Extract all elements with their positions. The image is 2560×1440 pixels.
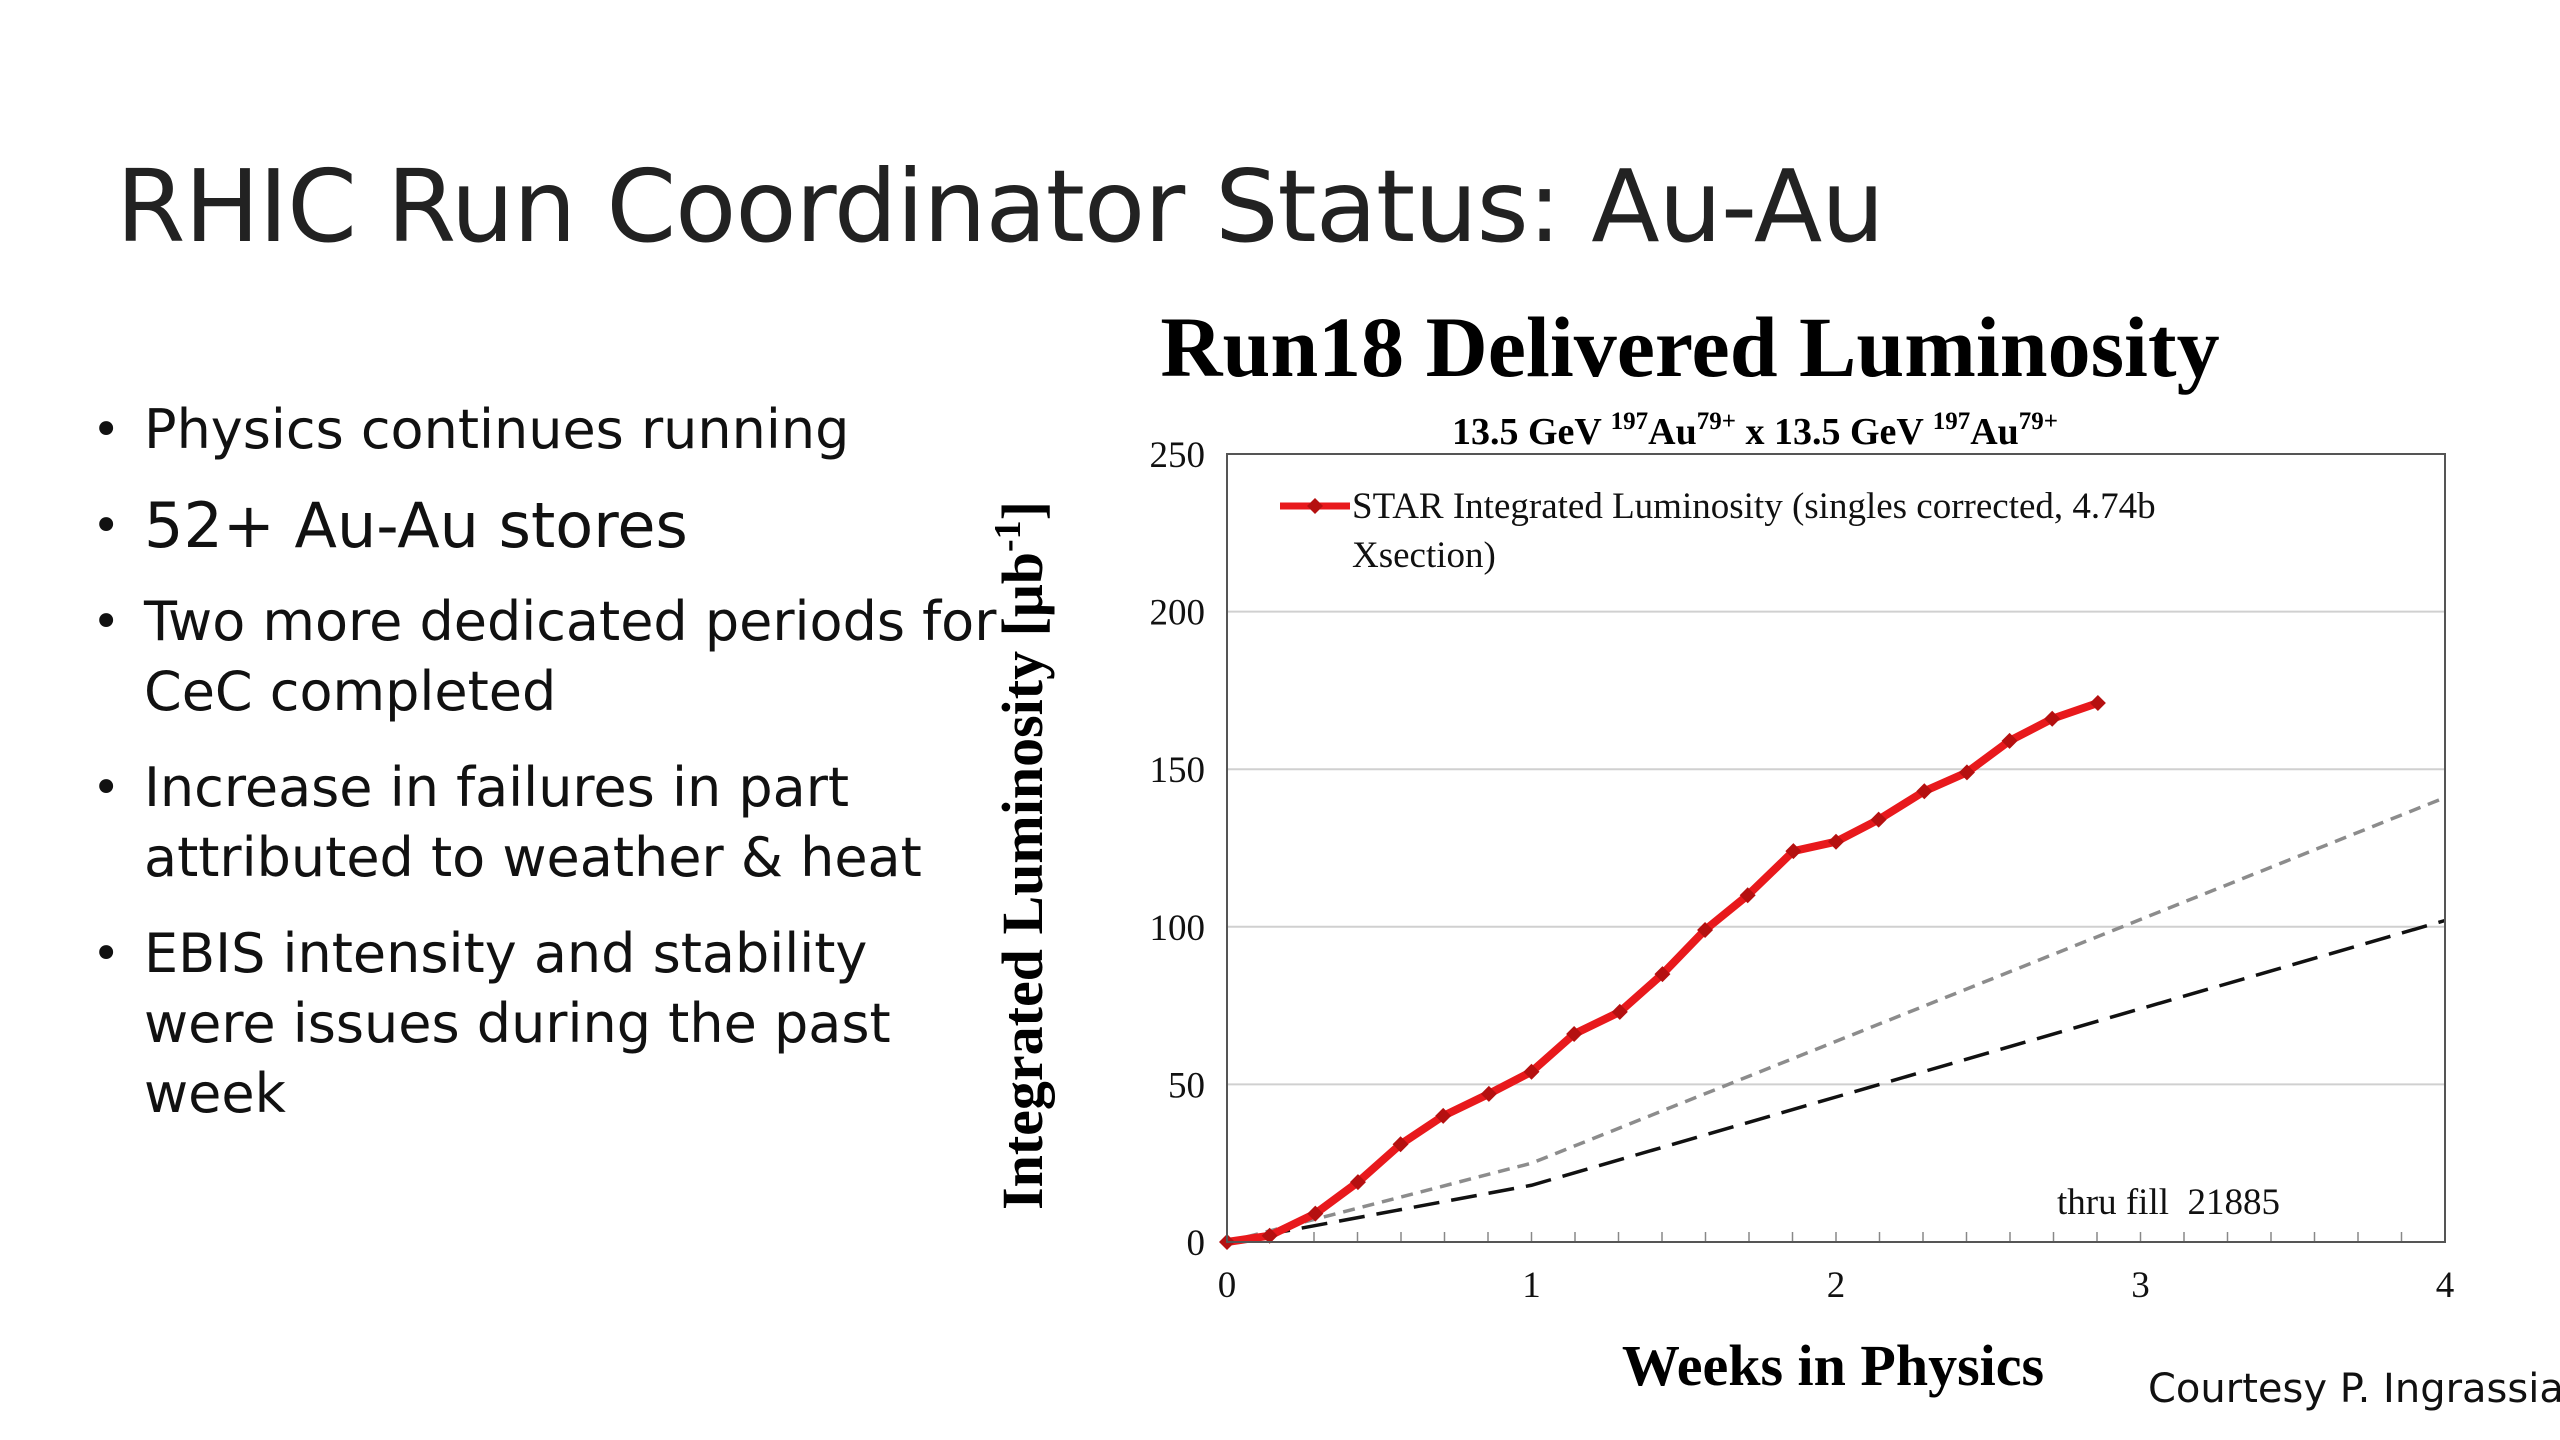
- subtitle-element-1: Au: [1648, 411, 1697, 453]
- bullet-icon: •: [92, 760, 121, 816]
- bullet-item: • Increase in failures in part attributed…: [92, 753, 1012, 893]
- x-tick-label: 0: [1218, 1265, 1237, 1306]
- subtitle-energy-1: 13.5 GeV: [1452, 411, 1611, 453]
- bullet-list: • Physics continues running • 52+ Au-Au st…: [92, 395, 1012, 1155]
- subtitle-energy-2: 13.5 GeV: [1774, 411, 1933, 453]
- y-axis-label-text: Integrated Luminosity [μb: [990, 552, 1055, 1210]
- subtitle-charge-2: 79+: [2019, 408, 2058, 435]
- chart-legend: STAR Integrated Luminosity (singles corr…: [1280, 486, 2165, 576]
- data-point-marker: [1697, 921, 1714, 938]
- data-point-marker: [1435, 1107, 1452, 1124]
- data-point-marker: [1654, 966, 1671, 983]
- chart-annotation: thru fill 21885: [2057, 1182, 2280, 1223]
- y-axis-label-close: ]: [990, 501, 1055, 520]
- subtitle-mass-2: 197: [1933, 408, 1971, 435]
- data-point-marker: [1480, 1085, 1497, 1102]
- bullet-icon: •: [92, 926, 121, 982]
- x-tick-label: 4: [2436, 1265, 2455, 1306]
- x-tick-label: 2: [1827, 1265, 1846, 1306]
- y-tick-label: 200: [1150, 593, 1206, 634]
- legend-label: STAR Integrated Luminosity (singles corr…: [1352, 486, 2165, 576]
- subtitle-charge-1: 79+: [1697, 408, 1736, 435]
- data-point-marker: [1828, 833, 1844, 850]
- bullet-item: • EBIS intensity and stability were issue…: [92, 919, 1012, 1129]
- legend-marker-swatch: [1307, 498, 1323, 514]
- data-point-marker: [2089, 695, 2106, 712]
- bullet-text: Two more dedicated periods for CeC compl…: [144, 590, 997, 723]
- tick-labels: 0 50 100 150 200 250 0 1 2 3 4: [1150, 435, 2455, 1306]
- data-point-marker: [2001, 732, 2018, 749]
- series-line-black-dashed: [1226, 918, 2446, 1244]
- credit-text: Courtesy P. Ingrassia: [2148, 1366, 2560, 1412]
- bullet-icon: •: [92, 594, 121, 650]
- x-tick-label: 1: [1522, 1265, 1541, 1306]
- y-axis-label: Integrated Luminosity [μb-1]: [990, 501, 1055, 1210]
- data-point-marker: [1958, 764, 1975, 781]
- grid-lines: [1227, 610, 2445, 1242]
- legend-label-line-1: STAR Integrated Luminosity (singles corr…: [1352, 486, 2156, 527]
- y-tick-label: 50: [1168, 1065, 1205, 1106]
- data-point-marker: [1261, 1227, 1278, 1244]
- x-axis-label: Weeks in Physics: [1622, 1333, 2044, 1398]
- plot-area: [1226, 453, 2446, 1243]
- data-point-marker: [1523, 1063, 1540, 1080]
- y-tick-label: 100: [1150, 908, 1206, 949]
- x-tick-label: 3: [2131, 1265, 2150, 1306]
- bullet-item: • 52+ Au-Au stores: [92, 491, 1012, 561]
- chart-title: Run18 Delivered Luminosity: [1160, 300, 2219, 395]
- data-point-marker: [1566, 1025, 1583, 1042]
- y-tick-label: 0: [1187, 1223, 1206, 1264]
- data-point-marker: [1392, 1136, 1409, 1153]
- legend-label-line-2: Xsection): [1352, 535, 1496, 576]
- subtitle-mass-1: 197: [1611, 408, 1649, 435]
- bullet-item: • Physics continues running: [92, 395, 1012, 465]
- y-tick-label: 250: [1150, 435, 1206, 476]
- slide-title: RHIC Run Coordinator Status: Au-Au: [116, 148, 1885, 265]
- data-point-marker: [1870, 811, 1887, 828]
- luminosity-chart: Run18 Delivered Luminosity 13.5 GeV 197A…: [990, 300, 2550, 1430]
- bullet-item: • Two more dedicated periods for CeC comp…: [92, 587, 1012, 727]
- bullet-icon: •: [92, 498, 121, 554]
- data-point-marker: [1739, 887, 1756, 904]
- bullet-text: 52+ Au-Au stores: [144, 489, 688, 562]
- data-point-marker: [1349, 1174, 1366, 1191]
- bullet-text: Increase in failures in part attributed …: [144, 756, 922, 889]
- series-line-grey-dashed: [1226, 795, 2446, 1244]
- subtitle-element-2: Au: [1970, 411, 2019, 453]
- y-axis-label-exponent: -1: [990, 520, 1029, 552]
- subtitle-separator: x: [1736, 411, 1774, 453]
- data-point-marker: [1916, 783, 1933, 800]
- chart-subtitle: 13.5 GeV 197Au79+ x 13.5 GeV 197Au79+: [1452, 408, 2058, 453]
- bullet-text: EBIS intensity and stability were issues…: [144, 922, 891, 1125]
- bullet-icon: •: [92, 402, 121, 458]
- data-point-marker: [1307, 1205, 1324, 1222]
- series-lines: [1219, 695, 2446, 1250]
- data-point-marker: [1611, 1003, 1628, 1020]
- data-point-marker: [1785, 843, 1802, 860]
- chart-svg: Run18 Delivered Luminosity 13.5 GeV 197A…: [990, 300, 2455, 1398]
- bullet-text: Physics continues running: [144, 398, 850, 461]
- y-tick-label: 150: [1150, 750, 1206, 791]
